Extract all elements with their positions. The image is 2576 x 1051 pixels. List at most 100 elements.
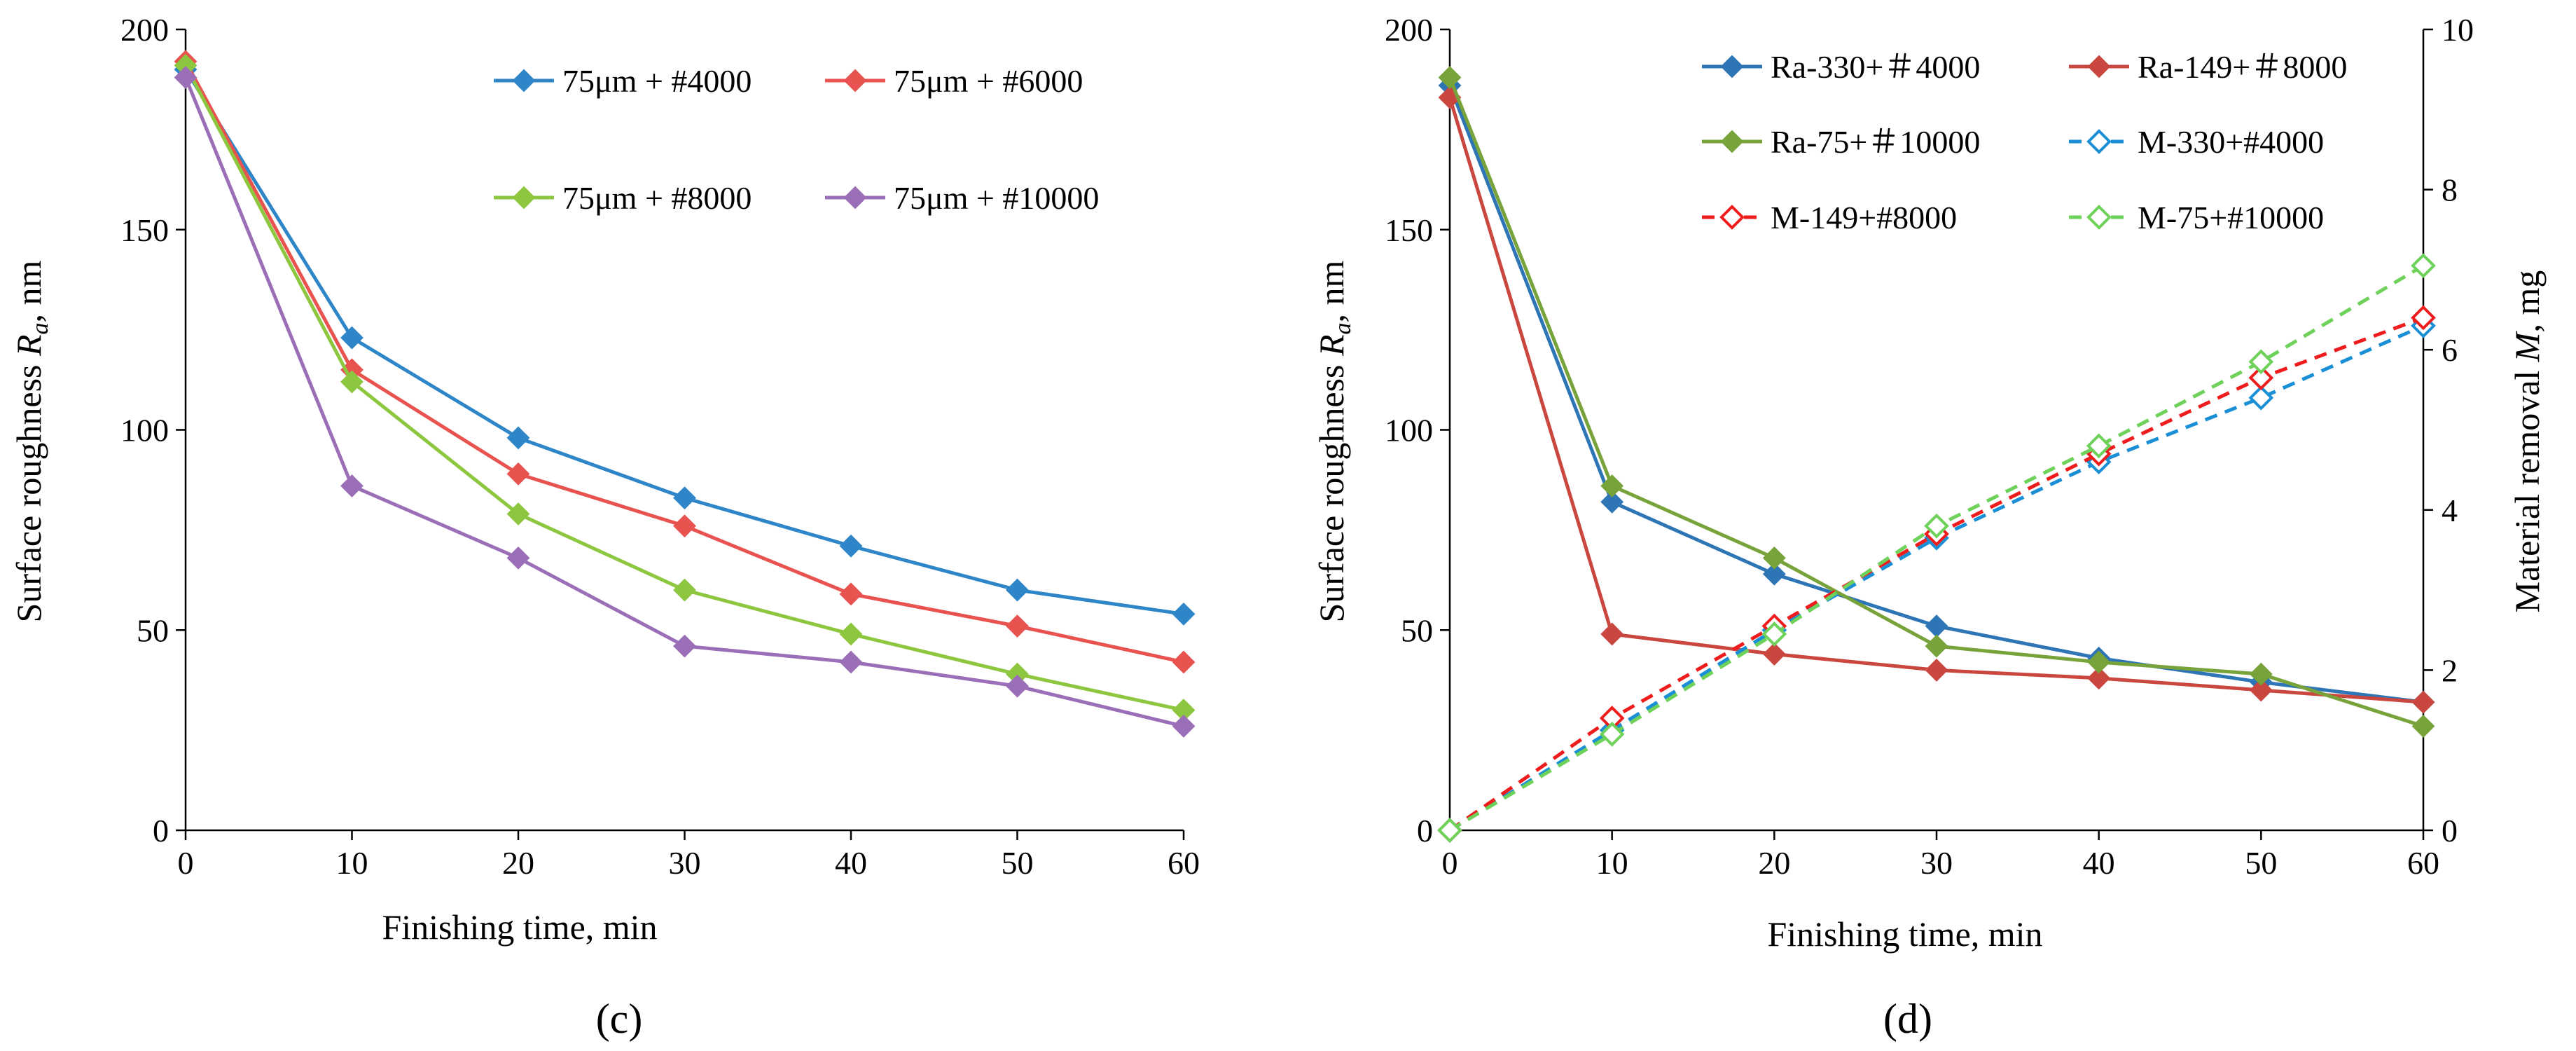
c-series-line xyxy=(183,60,1184,664)
d-legend-label: M-75+#10000 xyxy=(2138,200,2324,235)
d-series-0 xyxy=(1438,74,2435,714)
c-data-point xyxy=(839,534,863,558)
d-data-point xyxy=(1925,658,1948,682)
chart-c-series xyxy=(174,50,1196,738)
d-x-tick-label: 30 xyxy=(1920,845,1953,881)
d-legend-label: Ra-330+＃4000 xyxy=(1771,49,1980,85)
d-y-tick-label: 100 xyxy=(1385,413,1433,448)
c-x-tick-label: 60 xyxy=(1168,845,1200,881)
c-legend-entry: 75μm + #10000 xyxy=(825,180,1099,216)
c-y-tick-label: 50 xyxy=(137,612,169,648)
c-legend-marker xyxy=(512,186,536,209)
d-data-point xyxy=(1599,722,1625,747)
d-series-line xyxy=(1448,97,2424,704)
c-legend-marker xyxy=(843,69,867,92)
c-y-tick-label: 0 xyxy=(153,813,169,849)
c-y-tick-label: 150 xyxy=(120,212,169,248)
d-legend-label: M-149+#8000 xyxy=(1771,200,1957,235)
d-x-tick-label: 50 xyxy=(2245,845,2277,881)
chart-c-panel-label: (c) xyxy=(596,996,643,1042)
chart-c-axes: 0 10 20 30 40 50 60 0 50 100 150 200 xyxy=(120,12,1200,881)
c-data-point xyxy=(1172,714,1196,738)
d-data-point xyxy=(2411,305,2436,331)
d-x-tick-label: 10 xyxy=(1596,845,1628,881)
d-legend-marker xyxy=(1720,130,1744,153)
d-legend-marker xyxy=(1720,55,1744,78)
c-data-point xyxy=(340,326,363,350)
d-legend-entry: Ra-330+＃4000 xyxy=(1702,49,1980,85)
c-data-point xyxy=(1172,602,1196,626)
c-data-point xyxy=(506,462,530,486)
d-data-point xyxy=(1600,490,1624,514)
d-legend-entry: M-330+#4000 xyxy=(2069,124,2324,160)
d-legend-label: Ra-75+＃10000 xyxy=(1771,124,1980,160)
c-legend-entry: 75μm + #4000 xyxy=(494,63,752,99)
chart-c-y-axis-label: Surface roughness Ra, nm xyxy=(9,260,53,622)
chart-d-panel-label: (d) xyxy=(1883,996,1932,1042)
d-data-point xyxy=(1925,614,1948,638)
d-legend-entry: M-149+#8000 xyxy=(1702,200,1957,235)
d-y2-tick-label: 6 xyxy=(2442,332,2458,368)
d-y-tick-label: 200 xyxy=(1385,12,1433,48)
d-data-point xyxy=(2411,714,2435,738)
c-legend-label: 75μm + #4000 xyxy=(562,63,752,99)
d-series-5 xyxy=(1437,253,2436,843)
d-data-point xyxy=(1437,818,1462,843)
d-x-tick-label: 20 xyxy=(1758,845,1790,881)
c-data-point xyxy=(839,622,863,646)
c-legend-label: 75μm + #6000 xyxy=(894,63,1083,99)
c-data-point xyxy=(673,578,696,602)
d-data-point xyxy=(2087,650,2111,674)
d-legend-marker xyxy=(2087,55,2111,78)
chart-d-series xyxy=(1437,66,2436,843)
d-legend-label: M-330+#4000 xyxy=(2138,124,2324,160)
d-series-3 xyxy=(1437,313,2436,843)
d-legend-entry: Ra-149+＃8000 xyxy=(2069,49,2347,85)
c-series-0 xyxy=(174,57,1196,626)
d-legend-marker xyxy=(1719,205,1745,230)
d-data-point xyxy=(2248,365,2274,391)
d-data-point xyxy=(1600,622,1624,646)
c-data-point xyxy=(839,650,863,674)
c-data-point xyxy=(174,66,198,89)
c-y-tick-label: 100 xyxy=(120,413,169,448)
d-data-point xyxy=(2248,385,2274,411)
d-y-tick-label: 50 xyxy=(1401,612,1433,648)
d-series-line xyxy=(1448,316,2424,832)
c-data-point xyxy=(673,486,696,510)
c-data-point xyxy=(673,514,696,538)
d-x-tick-label: 40 xyxy=(2083,845,2115,881)
c-data-point xyxy=(506,546,530,570)
d-y2-tick-label: 10 xyxy=(2442,12,2474,48)
d-legend-entry: Ra-75+＃10000 xyxy=(1702,124,1980,160)
d-data-point xyxy=(1925,634,1948,658)
c-series-2 xyxy=(174,54,1196,722)
c-data-point xyxy=(1006,614,1029,638)
chart-d-x-axis-label: Finishing time, min xyxy=(1767,914,2042,954)
c-data-point xyxy=(506,426,530,450)
d-y2-tick-label: 0 xyxy=(2442,813,2458,849)
d-data-point xyxy=(2249,662,2273,686)
c-series-3 xyxy=(174,66,1196,738)
d-data-point xyxy=(2411,253,2436,279)
c-data-point xyxy=(673,634,696,658)
c-series-1 xyxy=(174,50,1196,674)
c-data-point xyxy=(839,582,863,606)
d-data-point xyxy=(1762,643,1786,666)
d-x-tick-label: 0 xyxy=(1442,845,1458,881)
d-legend-marker xyxy=(2086,129,2112,154)
c-legend-entry: 75μm + #8000 xyxy=(494,180,752,216)
d-data-point xyxy=(1600,474,1624,497)
c-legend-label: 75μm + #8000 xyxy=(562,180,752,216)
c-data-point xyxy=(340,370,363,394)
d-legend-marker xyxy=(2086,205,2112,230)
d-series-line xyxy=(1448,85,2424,704)
d-data-point xyxy=(2086,433,2112,459)
d-series-2 xyxy=(1438,66,2435,738)
c-data-point xyxy=(1006,578,1029,602)
d-data-point xyxy=(1438,66,1462,89)
chart-c-x-axis-label: Finishing time, min xyxy=(382,907,657,947)
d-legend-label: Ra-149+＃8000 xyxy=(2138,49,2347,85)
d-data-point xyxy=(1762,562,1786,586)
